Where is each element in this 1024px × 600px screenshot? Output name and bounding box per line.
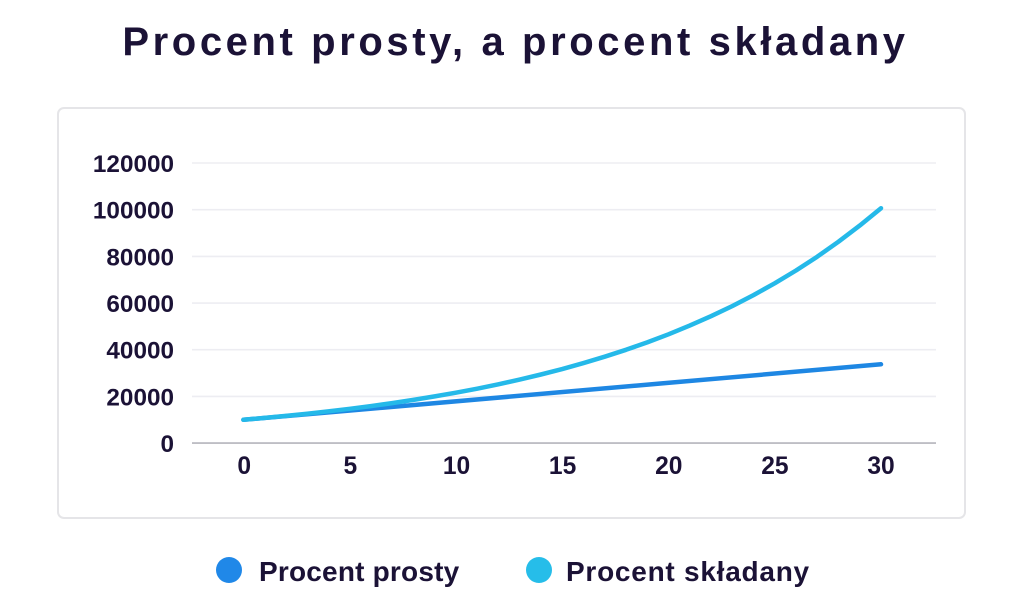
svg-text:120000: 120000 <box>93 151 174 178</box>
svg-text:20: 20 <box>655 453 682 480</box>
svg-text:60000: 60000 <box>106 291 174 318</box>
svg-text:40000: 40000 <box>106 338 174 365</box>
svg-text:0: 0 <box>237 453 251 480</box>
svg-text:15: 15 <box>549 453 576 480</box>
svg-text:30: 30 <box>867 453 894 480</box>
svg-text:25: 25 <box>761 453 788 480</box>
svg-text:10: 10 <box>443 453 470 480</box>
svg-text:0: 0 <box>160 431 174 458</box>
svg-text:5: 5 <box>343 453 357 480</box>
svg-text:20000: 20000 <box>106 384 174 411</box>
svg-text:100000: 100000 <box>93 198 174 225</box>
svg-text:80000: 80000 <box>106 244 174 271</box>
